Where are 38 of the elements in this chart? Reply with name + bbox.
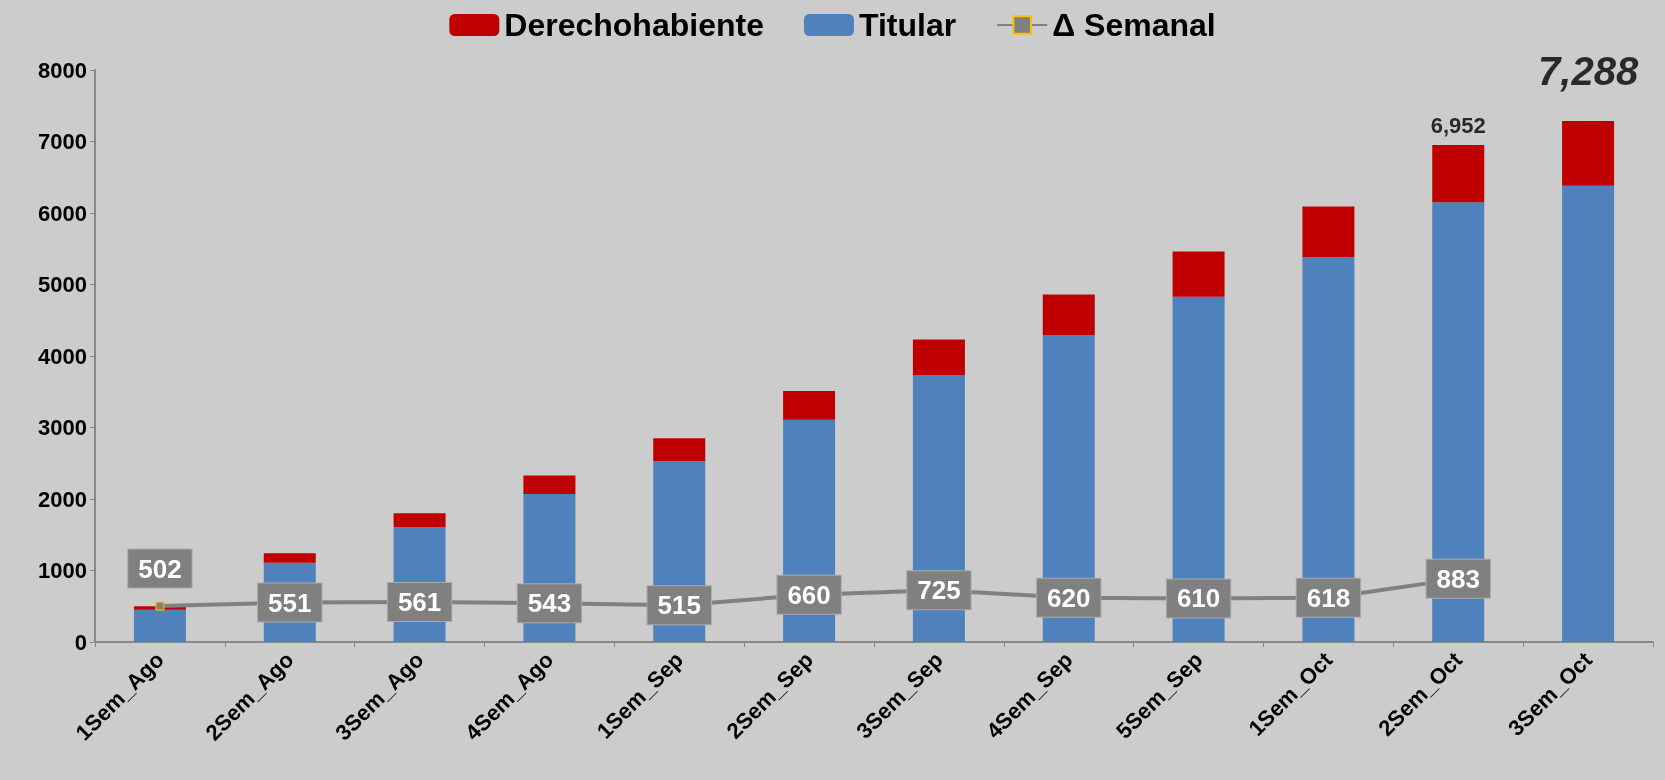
legend-label: Titular [858,7,957,43]
data-label: 502 [138,553,182,584]
data-label: 660 [787,579,831,610]
bar [1302,206,1355,258]
data-label: 515 [657,590,701,621]
data-label: 618 [1306,582,1351,613]
data-label: 543 [527,588,572,619]
data-label: 551 [268,587,312,618]
data-label: 620 [1047,582,1091,613]
legend-label: Δ Semanal [1052,7,1216,43]
y-tick-label: 8000 [38,57,87,83]
y-tick-label: 5000 [38,272,87,297]
y-tick-label: 0 [74,629,87,655]
bar [263,553,316,563]
data-label: 725 [917,575,961,606]
bar [1562,120,1615,186]
y-tick-label: 2000 [38,486,87,512]
bar [393,513,446,527]
bar [783,391,836,420]
bar [653,438,706,462]
bar [523,475,576,494]
y-tick-label: 4000 [38,343,87,369]
bar [1042,294,1095,336]
y-tick-label: 3000 [38,415,87,440]
data-label: 610 [1176,583,1221,614]
bar [1172,251,1225,297]
data-label: 883 [1436,563,1480,594]
bar [912,339,965,376]
y-tick-label: 6000 [38,200,87,226]
bar [1432,144,1485,203]
legend-label: Derechohabiente [504,7,764,43]
total-label: 7,288 [1538,48,1639,93]
y-tick-label: 1000 [38,558,87,583]
bar [133,609,186,642]
y-tick-label: 7000 [38,129,87,154]
total-label: 6,952 [1430,113,1486,139]
data-label: 561 [397,586,442,617]
bar [1562,185,1615,642]
